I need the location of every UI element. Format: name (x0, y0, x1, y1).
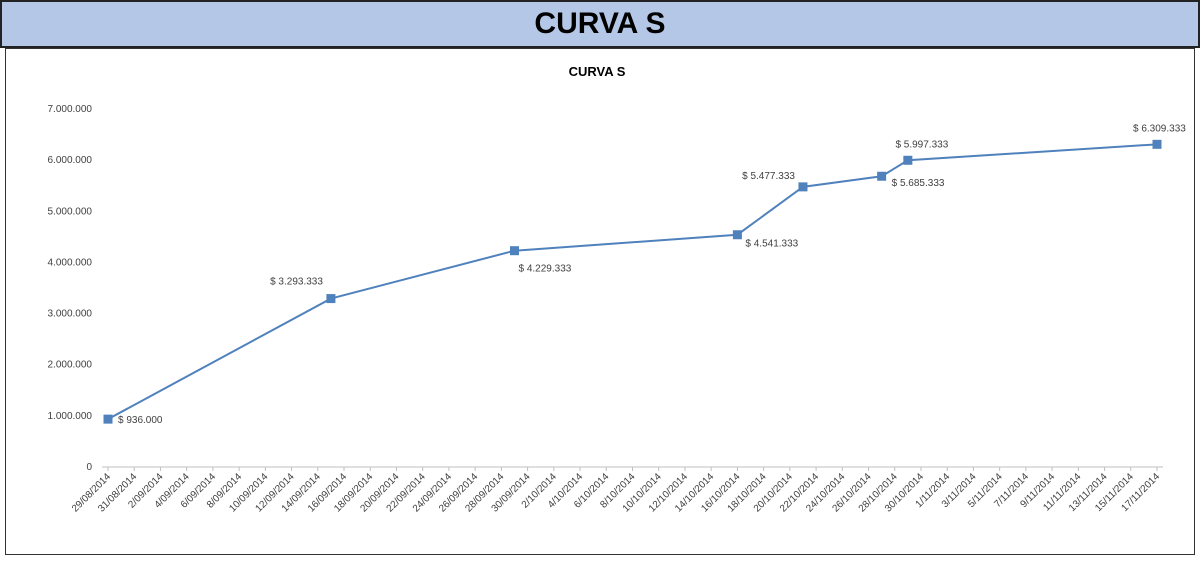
marker (877, 171, 887, 181)
marker (732, 230, 742, 240)
header-title: CURVA S (0, 0, 1200, 48)
marker (1152, 139, 1162, 149)
y-tick-label: 0 (86, 462, 92, 473)
data-label: $ 4.229.333 (518, 264, 571, 275)
data-label: $ 5.477.333 (742, 171, 795, 182)
data-label: $ 3.293.333 (270, 277, 323, 288)
data-label: $ 936.000 (118, 415, 163, 426)
marker (103, 414, 113, 424)
marker (903, 155, 913, 165)
data-label: $ 5.685.333 (892, 178, 945, 189)
marker (509, 246, 519, 256)
y-tick-label: 3.000.000 (48, 309, 93, 320)
chart-title: CURVA S (569, 64, 626, 79)
y-tick-label: 6.000.000 (48, 155, 93, 166)
data-label: $ 5.997.333 (895, 139, 948, 150)
y-tick-label: 4.000.000 (48, 257, 93, 268)
marker (798, 182, 808, 192)
y-tick-label: 2.000.000 (48, 360, 93, 371)
data-label: $ 6.309.333 (1133, 123, 1186, 134)
data-label: $ 4.541.333 (745, 239, 798, 250)
y-tick-label: 7.000.000 (48, 104, 93, 115)
y-tick-label: 1.000.000 (48, 411, 93, 422)
y-tick-label: 5.000.000 (48, 206, 93, 217)
line (107, 143, 1158, 421)
marker (326, 294, 336, 304)
chart-box (5, 48, 1195, 555)
